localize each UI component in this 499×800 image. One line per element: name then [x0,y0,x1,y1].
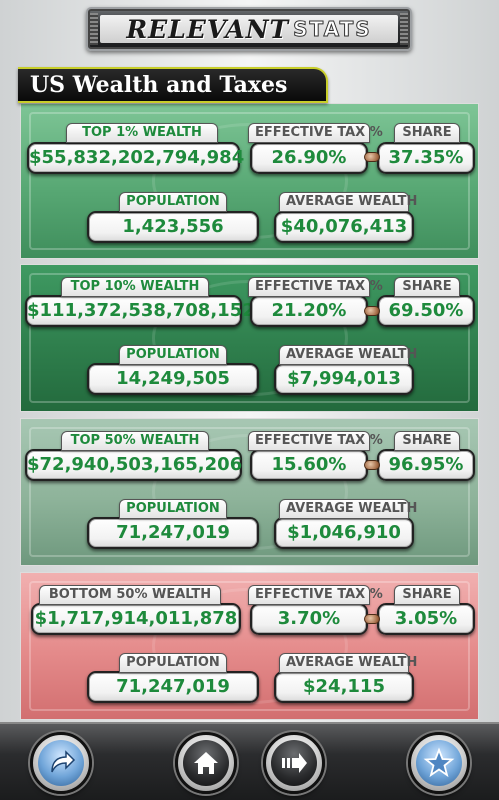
next-arrow-icon [271,740,317,786]
wealth-label: BOTTOM 50% WEALTH [39,585,221,605]
logo-word-relevant: RELEVANT [126,15,290,43]
tax-value: 26.90% [250,142,368,174]
share-value: 96.95% [377,449,475,481]
share-value: 37.35% [377,142,475,174]
share-button[interactable] [30,732,92,794]
share-label: SHARE [394,123,460,143]
population-label: POPULATION [119,499,227,519]
wealth-value: $111,372,538,708,152 [25,295,255,327]
wealth-label: TOP 50% WEALTH [61,431,209,451]
population-value: 1,423,556 [87,211,259,243]
logo-word-stats: STATS [293,17,372,42]
population-label: POPULATION [119,345,227,365]
link-connector-icon [364,306,380,316]
favorite-button[interactable] [408,732,470,794]
share-label: SHARE [394,585,460,605]
average-wealth-label: AVERAGE WEALTH [279,192,417,212]
share-value: 69.50% [377,295,475,327]
page-title-bar: US Wealth and Taxes [18,67,328,103]
link-connector-icon [364,614,380,624]
share-arrow-icon [38,740,84,786]
wealth-label: TOP 10% WEALTH [61,277,209,297]
app-logo: RELEVANT STATS [86,7,412,51]
stats-section-bottom-50: BOTTOM 50% WEALTH $1,717,914,011,878 EFF… [20,572,479,720]
share-value: 3.05% [377,603,475,635]
next-button[interactable] [263,732,325,794]
star-icon [416,740,462,786]
page-title: US Wealth and Taxes [30,72,288,98]
tax-value: 15.60% [250,449,368,481]
stats-section-top-50: TOP 50% WEALTH $72,940,503,165,206 EFFEC… [20,418,479,566]
stats-section-top-1: TOP 1% WEALTH $55,832,202,794,984 EFFECT… [20,103,479,259]
tax-label: EFFECTIVE TAX % [248,585,383,605]
wealth-value: $72,940,503,165,206 [25,449,242,481]
logo-cap-left [90,13,98,45]
tax-label: EFFECTIVE TAX % [248,277,383,297]
population-value: 71,247,019 [87,517,259,549]
population-label: POPULATION [119,192,227,212]
population-value: 71,247,019 [87,671,259,703]
tax-label: EFFECTIVE TAX % [248,123,383,143]
population-value: 14,249,505 [87,363,259,395]
home-button[interactable] [175,732,237,794]
average-wealth-label: AVERAGE WEALTH [279,499,417,519]
link-connector-icon [364,460,380,470]
wealth-value: $55,832,202,794,984 [27,142,244,174]
tax-value: 21.20% [250,295,368,327]
average-wealth-label: AVERAGE WEALTH [279,653,417,673]
logo-cap-right [400,13,408,45]
logo-plate: RELEVANT STATS [100,15,398,43]
wealth-label: TOP 1% WEALTH [66,123,218,143]
average-wealth-label: AVERAGE WEALTH [279,345,417,365]
tax-label: EFFECTIVE TAX % [248,431,383,451]
tax-value: 3.70% [250,603,368,635]
share-label: SHARE [394,431,460,451]
link-connector-icon [364,152,380,162]
bottom-nav-bar [0,722,499,800]
wealth-value: $1,717,914,011,878 [31,603,241,635]
average-wealth-value: $40,076,413 [274,211,414,243]
share-label: SHARE [394,277,460,297]
home-icon [183,740,229,786]
average-wealth-value: $7,994,013 [274,363,414,395]
average-wealth-value: $1,046,910 [274,517,414,549]
population-label: POPULATION [119,653,227,673]
average-wealth-value: $24,115 [274,671,414,703]
stats-section-top-10: TOP 10% WEALTH $111,372,538,708,152 EFFE… [20,264,479,412]
